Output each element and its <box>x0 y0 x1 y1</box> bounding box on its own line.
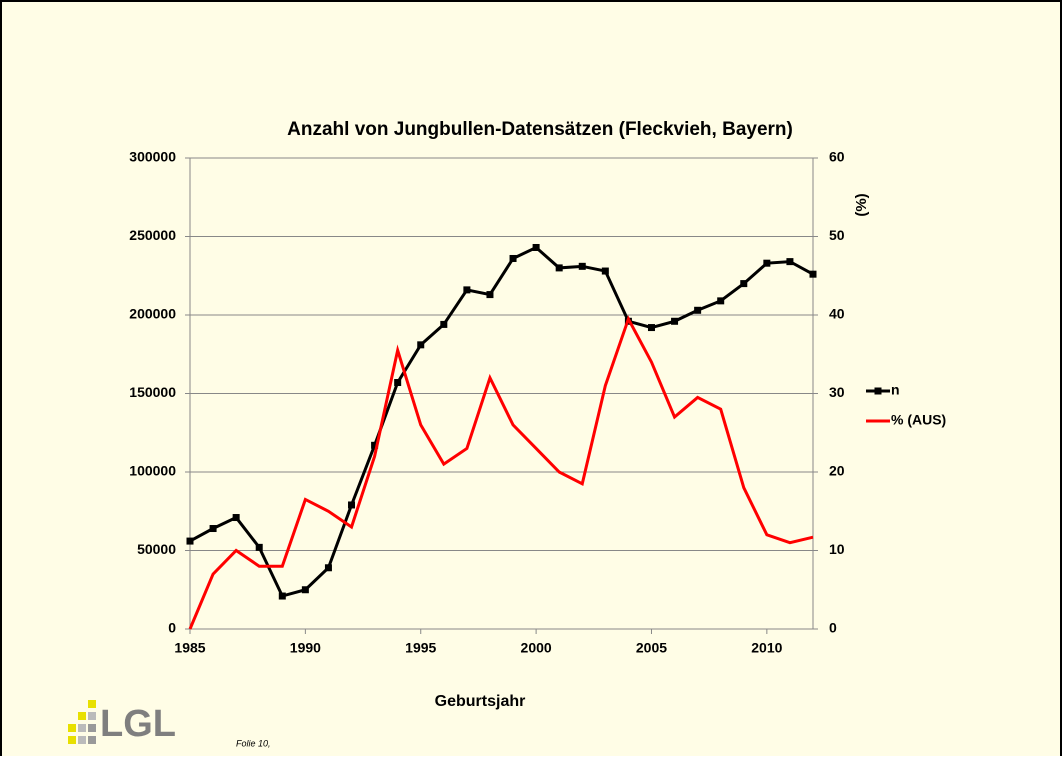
series-line <box>189 245 814 598</box>
y2-tick-label: 10 <box>829 541 845 557</box>
logo-text: LGL <box>100 703 176 745</box>
legend-marker <box>874 387 882 395</box>
marker <box>809 270 817 278</box>
x-tick-label: 1990 <box>290 640 321 656</box>
marker <box>301 586 309 594</box>
y2-tick-label: 60 <box>829 149 845 165</box>
marker <box>440 320 448 328</box>
y-tick-label: 0 <box>168 620 176 636</box>
y-tick-label: 150000 <box>129 384 176 400</box>
x-tick-label: 2010 <box>751 640 782 656</box>
marker <box>278 592 286 600</box>
legend-label: n <box>891 382 900 398</box>
y2-tick-label: 30 <box>829 384 845 400</box>
marker <box>717 297 725 305</box>
marker <box>555 264 563 272</box>
logo-icon <box>68 700 96 744</box>
marker <box>786 258 794 266</box>
marker <box>186 537 194 545</box>
marker <box>671 317 679 325</box>
y-tick-label: 50000 <box>137 541 176 557</box>
marker <box>463 286 471 294</box>
marker <box>209 525 217 533</box>
y-tick-label: 100000 <box>129 463 176 479</box>
y2-tick-label: 50 <box>829 227 845 243</box>
marker <box>324 564 332 572</box>
marker <box>578 262 586 270</box>
x-axis-label: Geburtsjahr <box>435 693 526 710</box>
marker <box>255 543 263 551</box>
y-tick-label: 250000 <box>129 227 176 243</box>
chart-title: Anzahl von Jungbullen-Datensätzen (Fleck… <box>287 119 793 140</box>
legend-label: % (AUS) <box>891 412 946 428</box>
y2-tick-label: 20 <box>829 463 845 479</box>
marker <box>532 243 540 251</box>
marker <box>486 291 494 299</box>
marker <box>647 324 655 332</box>
footer: Folie 10, <box>236 738 271 748</box>
y2-tick-label: 40 <box>829 306 845 322</box>
marker <box>417 341 425 349</box>
y-tick-label: 300000 <box>129 149 176 165</box>
marker <box>394 379 402 387</box>
marker <box>371 441 379 449</box>
marker <box>348 501 356 509</box>
y-tick-label: 200000 <box>129 306 176 322</box>
marker <box>694 306 702 314</box>
marker <box>601 267 609 275</box>
x-tick-label: 2005 <box>636 640 667 656</box>
x-tick-label: 1985 <box>174 640 205 656</box>
marker <box>232 514 240 522</box>
y2-tick-label: 0 <box>829 620 837 636</box>
x-tick-label: 1995 <box>405 640 436 656</box>
marker <box>509 254 517 262</box>
marker <box>763 259 771 267</box>
series-line <box>188 315 814 630</box>
y2-axis-label: (%) <box>853 193 870 216</box>
marker <box>740 280 748 288</box>
x-tick-label: 2000 <box>521 640 552 656</box>
